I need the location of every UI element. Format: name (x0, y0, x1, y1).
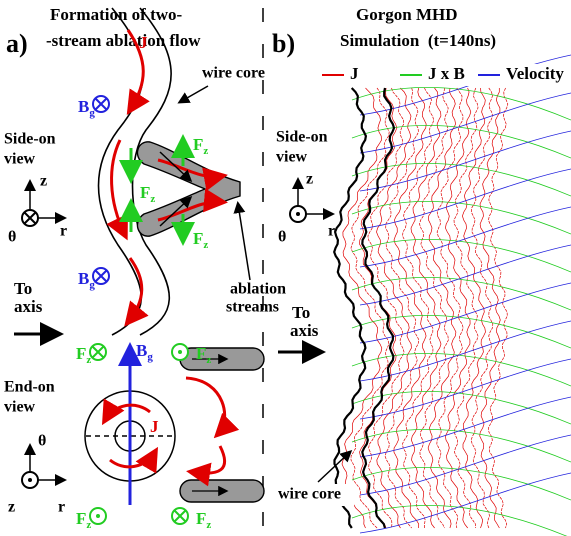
panel-label: a) (6, 29, 28, 58)
axis-label: r (328, 223, 335, 240)
current-line (445, 88, 470, 528)
velocity-line (360, 245, 571, 305)
current-line (428, 88, 456, 528)
axis-label: r (60, 223, 67, 240)
out-of-page-symbol (290, 206, 306, 222)
wire-core-label: wire core (202, 65, 265, 82)
panel-label: b) (272, 29, 295, 58)
view-label: view (4, 399, 36, 416)
symbol-dot (96, 514, 100, 518)
symbol-dot (28, 478, 32, 482)
into-page-symbol (172, 508, 188, 524)
simulation-plot (334, 55, 571, 536)
axis-label: z (306, 171, 313, 188)
legend-label: Velocity (506, 64, 564, 83)
axis-label: θ (8, 229, 16, 246)
out-of-page-symbol (172, 344, 188, 360)
current-line (368, 88, 404, 528)
current-line (394, 88, 426, 528)
ablation-label: streams (226, 299, 279, 316)
force-line (352, 125, 571, 158)
view-label: Side-on (276, 129, 328, 146)
current-arrow (128, 258, 142, 322)
to-axis-label: To (14, 279, 32, 298)
axis-label: z (8, 499, 15, 516)
view-label: Side-on (4, 131, 56, 148)
force-label: Fz (140, 183, 155, 205)
wire-core-label: wire core (278, 486, 341, 503)
pointer (180, 86, 208, 102)
force-line (352, 505, 571, 536)
force-line (352, 315, 571, 348)
wire-core-line (362, 88, 394, 528)
axis-label: θ (38, 433, 46, 450)
out-of-page-symbol (22, 472, 38, 488)
velocity-line (360, 397, 571, 457)
force-line (352, 467, 571, 500)
symbol-dot (178, 350, 182, 354)
force-label: Fz (76, 509, 91, 531)
pointer (238, 204, 250, 280)
wire-line (99, 8, 144, 335)
figure: a) Formation of two- -stream ablation fl… (0, 0, 571, 536)
into-page-symbol (93, 268, 109, 284)
field-label: Bg (78, 269, 95, 291)
force-line (352, 201, 571, 234)
force-label: Fz (76, 344, 91, 366)
current-line (411, 88, 441, 528)
view-label: End-on (4, 379, 55, 396)
title: Gorgon MHD (356, 5, 458, 24)
axis-label: θ (278, 229, 286, 246)
into-page-symbol (22, 210, 38, 226)
ablation-stream (137, 142, 240, 236)
title: -stream ablation flow (46, 31, 201, 50)
field-label: Bg (78, 97, 95, 119)
into-page-symbol (90, 344, 106, 360)
current-line (480, 88, 501, 528)
current-label: J (139, 33, 148, 52)
legend-label: J x B (428, 64, 465, 83)
current-label: J (150, 417, 159, 436)
current-arrow (112, 140, 125, 235)
current-arrow (186, 378, 225, 434)
current-line (471, 88, 493, 528)
force-line (352, 429, 571, 462)
force-line (352, 277, 571, 310)
force-label: Fz (193, 135, 208, 157)
current-arrow (192, 446, 225, 473)
to-axis-label: axis (290, 321, 319, 340)
force-label: Fz (196, 509, 211, 531)
pointer (318, 452, 350, 482)
view-label: view (4, 151, 36, 168)
force-label: Fz (196, 344, 211, 366)
axis-label: r (58, 499, 65, 516)
into-page-symbol (93, 96, 109, 112)
ablation-label: ablation (230, 281, 286, 298)
field-label: Bg (136, 341, 153, 363)
title: Simulation (t=140ns) (340, 31, 496, 50)
velocity-line (360, 207, 571, 267)
current-line (454, 88, 478, 528)
out-of-page-symbol (90, 508, 106, 524)
force-line (352, 391, 571, 424)
velocity-line (360, 131, 571, 191)
axis-label: z (40, 173, 47, 190)
force-label: Fz (193, 229, 208, 251)
legend-label: J (350, 64, 359, 83)
to-axis-label: To (292, 303, 310, 322)
to-axis-label: axis (14, 297, 43, 316)
symbol-dot (296, 212, 300, 216)
view-label: view (276, 149, 308, 166)
